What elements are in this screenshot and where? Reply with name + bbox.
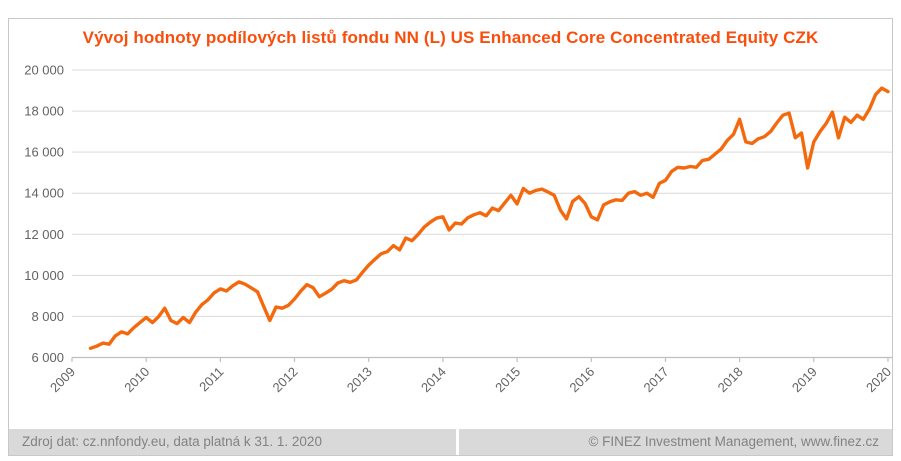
x-axis-tick-label: 2020 <box>863 364 894 395</box>
x-axis-tick-label: 2011 <box>196 364 226 394</box>
series-line-fund-value <box>88 86 890 350</box>
footer-source-note: Zdroj dat: cz.nnfondy.eu, data platná k … <box>9 429 456 455</box>
y-axis-tick-label: 8 000 <box>31 309 64 324</box>
x-axis-tick-label: 2019 <box>789 364 820 395</box>
x-axis-tick-label: 2018 <box>715 364 746 395</box>
x-axis-tick-label: 2015 <box>492 364 523 395</box>
x-axis-tick-label: 2012 <box>270 364 301 395</box>
y-axis-tick-label: 18 000 <box>24 104 64 119</box>
chart-frame: Vývoj hodnoty podílových listů fondu NN … <box>8 18 893 456</box>
y-axis-tick-label: 10 000 <box>24 268 64 283</box>
x-axis-tick-label: 2016 <box>566 364 597 395</box>
x-axis-tick-label: 2010 <box>121 364 152 395</box>
y-axis-tick-label: 14 000 <box>24 186 64 201</box>
x-axis-tick-label: 2009 <box>47 364 78 395</box>
footer-band: Zdroj dat: cz.nnfondy.eu, data platná k … <box>9 429 892 455</box>
footer-copyright-text: © FINEZ Investment Management, www.finez… <box>588 434 879 449</box>
chart-title: Vývoj hodnoty podílových listů fondu NN … <box>82 28 819 47</box>
y-axis-tick-label: 16 000 <box>24 145 64 160</box>
footer-source-text: Zdroj dat: cz.nnfondy.eu, data platná k … <box>22 434 322 449</box>
footer-copyright-note: © FINEZ Investment Management, www.finez… <box>459 429 892 455</box>
y-axis-tick-label: 6 000 <box>31 350 64 365</box>
y-axis-tick-label: 20 000 <box>24 63 64 78</box>
x-axis-tick-label: 2017 <box>641 364 672 395</box>
x-axis-tick-label: 2014 <box>418 364 449 395</box>
x-axis-tick-label: 2013 <box>344 364 375 395</box>
y-axis-tick-label: 12 000 <box>24 227 64 242</box>
